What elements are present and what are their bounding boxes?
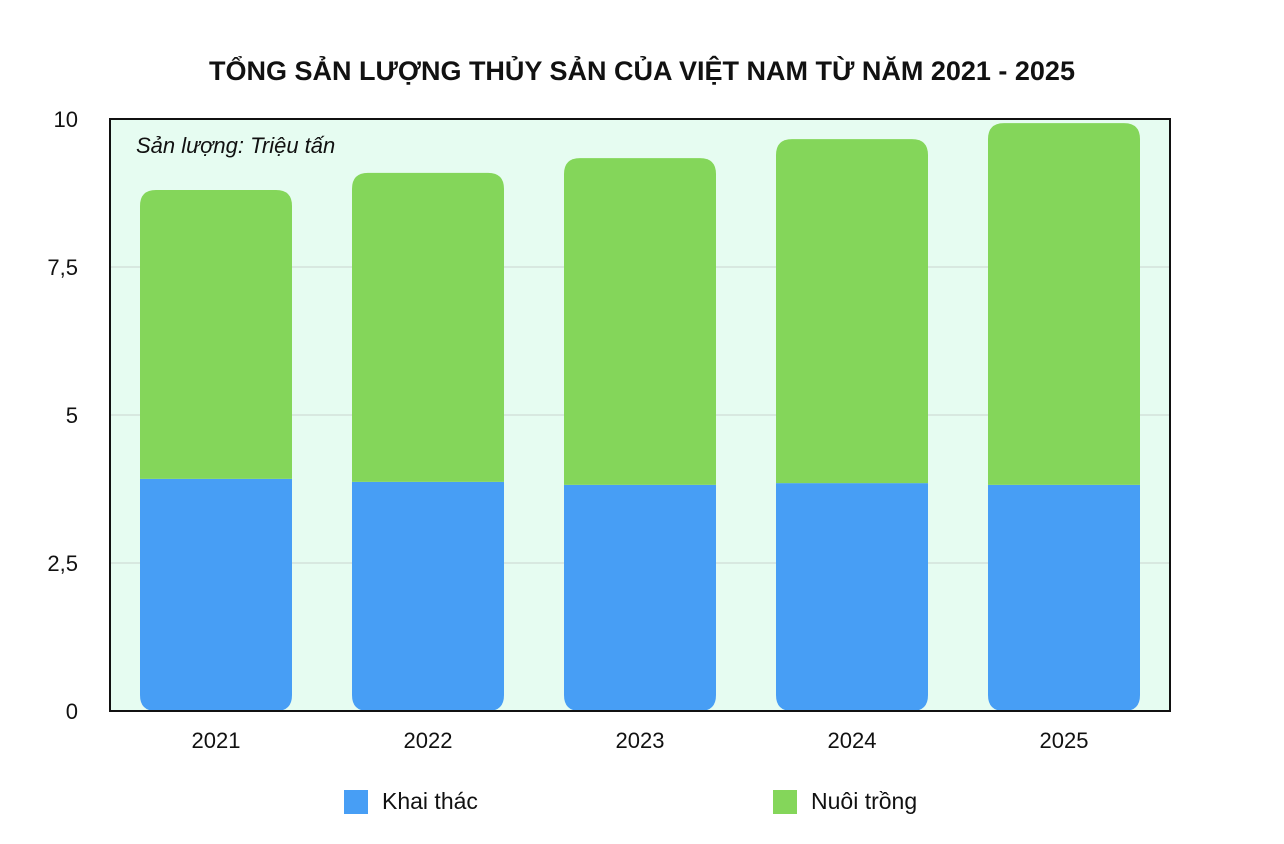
bar-nuoi-trong-2024 — [776, 139, 928, 484]
legend-item-khai-thac: Khai thác — [344, 788, 478, 815]
bar-khai-thac-2021 — [140, 478, 292, 711]
y-tick-label: 0 — [66, 699, 78, 724]
chart-title: TỔNG SẢN LƯỢNG THỦY SẢN CỦA VIỆT NAM TỪ … — [209, 56, 1075, 86]
bar-khai-thac-2023 — [564, 484, 716, 711]
bar-nuoi-trong-2025 — [988, 123, 1140, 485]
legend-swatch — [773, 789, 797, 814]
y-tick-label: 2,5 — [47, 551, 78, 576]
legend-item-nuoi-trong: Nuôi trồng — [773, 788, 917, 815]
plot-border — [109, 118, 1171, 712]
bar-khai-thac-2024 — [776, 483, 928, 711]
bar-nuoi-trong-2021 — [140, 190, 292, 479]
legend-label: Khai thác — [382, 788, 478, 814]
bar-nuoi-trong-2023 — [564, 158, 716, 485]
unit-note: Sản lượng: Triệu tấn — [136, 133, 335, 158]
legend-label: Nuôi trồng — [811, 788, 918, 814]
bar-khai-thac-2022 — [352, 481, 504, 711]
x-tick-label: 2021 — [192, 728, 241, 753]
bar-khai-thac-2025 — [988, 484, 1140, 711]
y-tick-label: 5 — [66, 403, 78, 428]
x-tick-label: 2024 — [828, 728, 877, 753]
y-tick-label: 7,5 — [47, 255, 78, 280]
x-tick-label: 2022 — [404, 728, 453, 753]
legend-swatch — [344, 789, 368, 814]
x-tick-label: 2023 — [616, 728, 665, 753]
x-tick-label: 2025 — [1040, 728, 1089, 753]
y-tick-label: 10 — [54, 107, 78, 132]
bar-nuoi-trong-2022 — [352, 172, 504, 482]
